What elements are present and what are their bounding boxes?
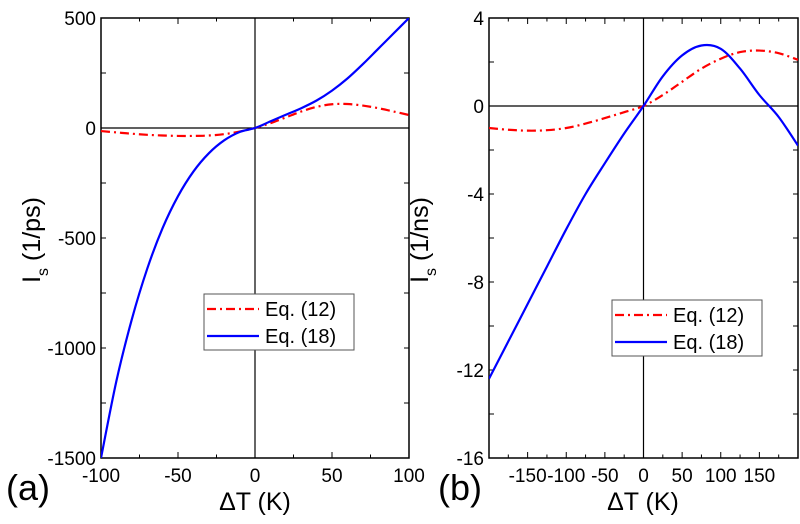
x-tick-label: -50: [164, 466, 191, 487]
x-tick-label: 100: [705, 466, 737, 487]
x-tick-label: 100: [393, 466, 425, 487]
x-tick-label: 50: [672, 466, 693, 487]
x-tick-label: 0: [250, 466, 261, 487]
legend: Eq. (12) Eq. (18): [203, 293, 355, 351]
y-axis-title: Is (1/ps): [18, 197, 52, 283]
y-tick-label: 0: [85, 119, 96, 140]
y-tick-label: -16: [457, 449, 484, 470]
y-tick-label: 500: [64, 9, 96, 30]
y-tick-label: 4: [473, 9, 484, 30]
legend: Eq. (12) Eq. (18): [611, 299, 763, 357]
legend-label: Eq. (18): [673, 332, 744, 354]
legend-label: Eq. (18): [265, 326, 336, 348]
y-tick-label: -4: [467, 185, 484, 206]
x-tick-label: 50: [321, 466, 342, 487]
y-axis-title: Is (1/ns): [406, 197, 440, 283]
panel-label: (b): [438, 467, 482, 508]
y-tick-label: -12: [457, 361, 484, 382]
panel-label: (a): [6, 467, 50, 508]
x-tick-label: 150: [744, 466, 776, 487]
series-eq18-line: [489, 43, 798, 380]
y-tick-label: -1500: [47, 449, 96, 470]
y-tick-label: -8: [467, 273, 484, 294]
x-tick-label: -100: [547, 466, 585, 487]
series-eq18-line: [101, 18, 409, 458]
legend-label: Eq. (12): [673, 305, 744, 327]
y-tick-label: 0: [473, 97, 484, 118]
x-tick-label: 0: [638, 466, 649, 487]
y-tick-label: -1000: [47, 339, 96, 360]
legend-label: Eq. (12): [265, 299, 336, 321]
x-axis-title: ΔT (K): [219, 488, 291, 516]
x-tick-label: -50: [591, 466, 618, 487]
x-axis-title: ΔT (K): [607, 488, 679, 516]
y-tick-label: -500: [58, 229, 96, 250]
x-tick-label: -150: [509, 466, 547, 487]
panel-b: -150 -100 -50 0 50 100 150 4 0 -4 -8 -12 -16 ΔT (K) Is…: [406, 9, 799, 516]
x-tick-label: -100: [82, 466, 120, 487]
